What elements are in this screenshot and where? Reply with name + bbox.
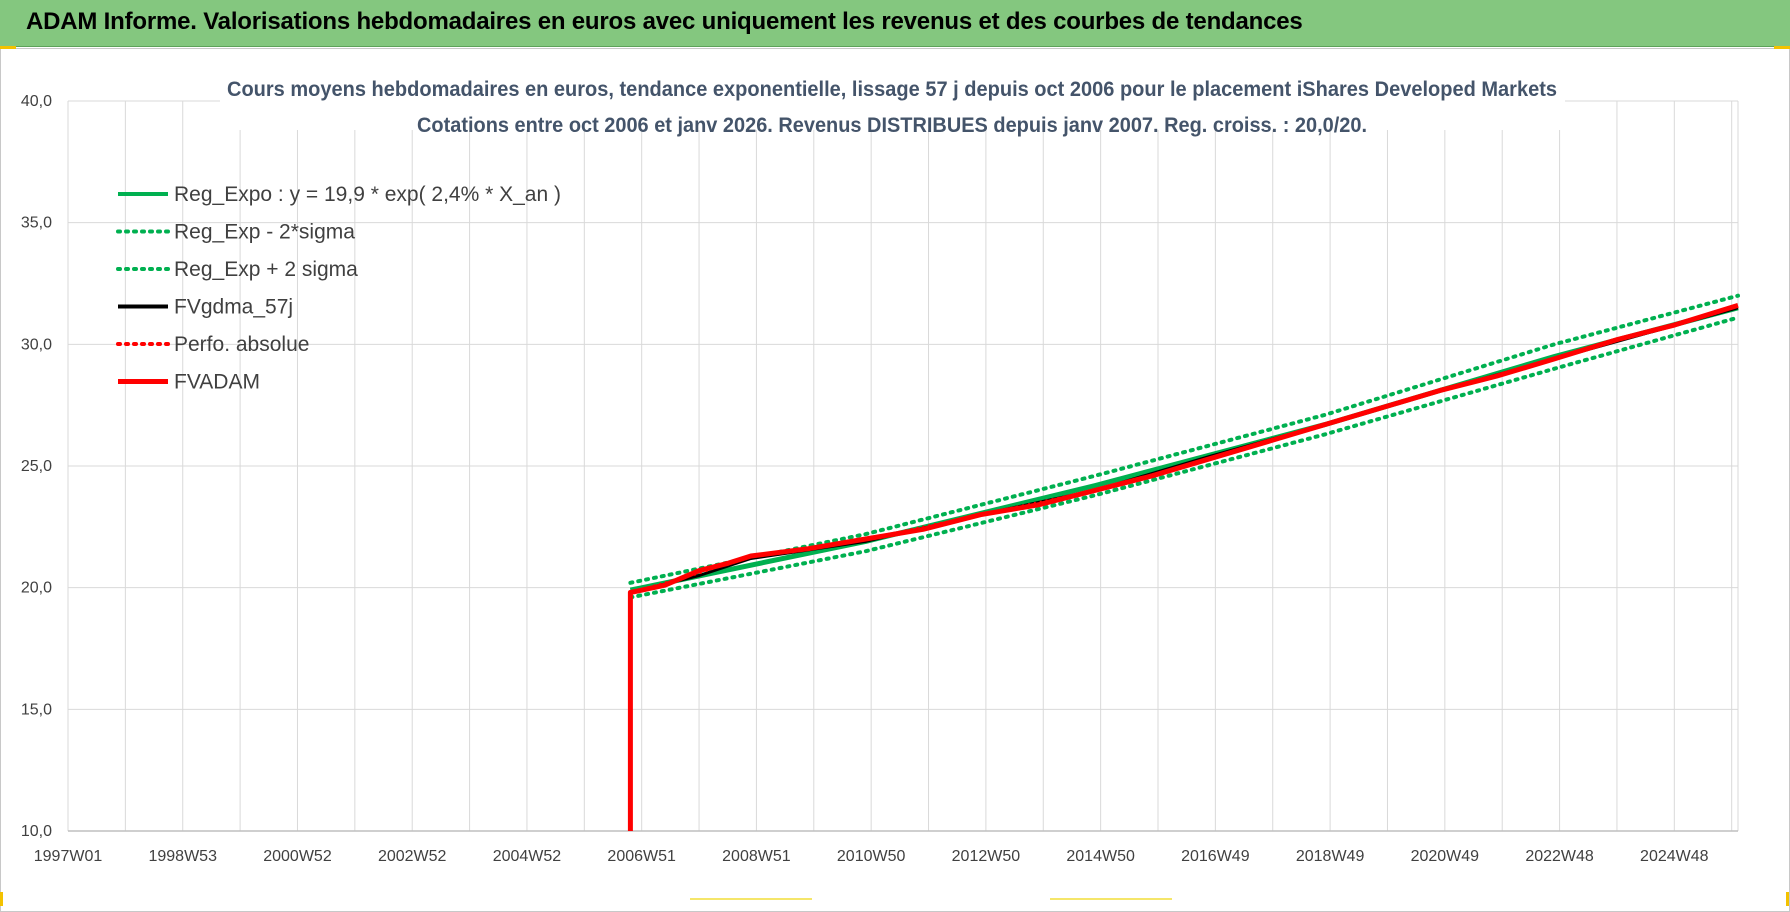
fvadam-line [627, 303, 1739, 831]
x-tick-label: 2012W50 [952, 848, 1021, 865]
bottom-mark-1 [690, 898, 812, 900]
corner-mark-bottom-left [0, 892, 3, 906]
x-tick-label: 2024W48 [1640, 848, 1709, 865]
x-tick-label: 1997W01 [34, 848, 103, 865]
y-tick-label: 15,0 [21, 701, 52, 718]
x-tick-label: 2016W49 [1181, 848, 1250, 865]
x-tick-label: 2000W52 [263, 848, 332, 865]
reg-exp-plus-2sigma-line [628, 293, 1740, 585]
x-tick-label: 1998W53 [148, 848, 217, 865]
reg-exp-minus-2sigma-line [628, 315, 1740, 600]
legend-label: FVADAM [174, 371, 260, 394]
report-title: ADAM Informe. Valorisations hebdomadaire… [26, 8, 1303, 35]
corner-mark-top-left [0, 46, 16, 49]
corner-mark-bottom-right [1786, 892, 1789, 906]
y-tick-label: 25,0 [21, 458, 52, 475]
x-tick-label: 2010W50 [837, 848, 906, 865]
y-tick-label: 40,0 [21, 93, 52, 110]
legend-label: Reg_Exp + 2 sigma [174, 258, 358, 281]
x-tick-label: 2020W49 [1411, 848, 1480, 865]
chart-subtitle: Cotations entre oct 2006 et janv 2026. R… [417, 114, 1367, 137]
x-tick-label: 2004W52 [493, 848, 562, 865]
x-tick-label: 2002W52 [378, 848, 447, 865]
report-banner: ADAM Informe. Valorisations hebdomadaire… [0, 0, 1790, 47]
x-tick-label: 2022W48 [1525, 848, 1594, 865]
x-tick-label: 2018W49 [1296, 848, 1365, 865]
title-background [220, 72, 1565, 130]
legend-label: FVgdma_57j [174, 296, 293, 319]
y-tick-label: 10,0 [21, 823, 52, 840]
legend-label: Perfo. absolue [174, 333, 309, 356]
y-tick-label: 35,0 [21, 215, 52, 232]
legend-label: Reg_Exp - 2*sigma [174, 221, 355, 244]
chart-title: Cours moyens hebdomadaires en euros, ten… [227, 78, 1557, 101]
y-tick-label: 20,0 [21, 580, 52, 597]
corner-mark-top-right [1774, 46, 1790, 49]
x-tick-label: 2008W51 [722, 848, 791, 865]
x-tick-label: 2014W50 [1066, 848, 1135, 865]
x-tick-label: 2006W51 [607, 848, 676, 865]
y-tick-label: 30,0 [21, 336, 52, 353]
bottom-mark-2 [1050, 898, 1172, 900]
legend-label: Reg_Expo : y = 19,9 * exp( 2,4% * X_an ) [174, 183, 561, 206]
